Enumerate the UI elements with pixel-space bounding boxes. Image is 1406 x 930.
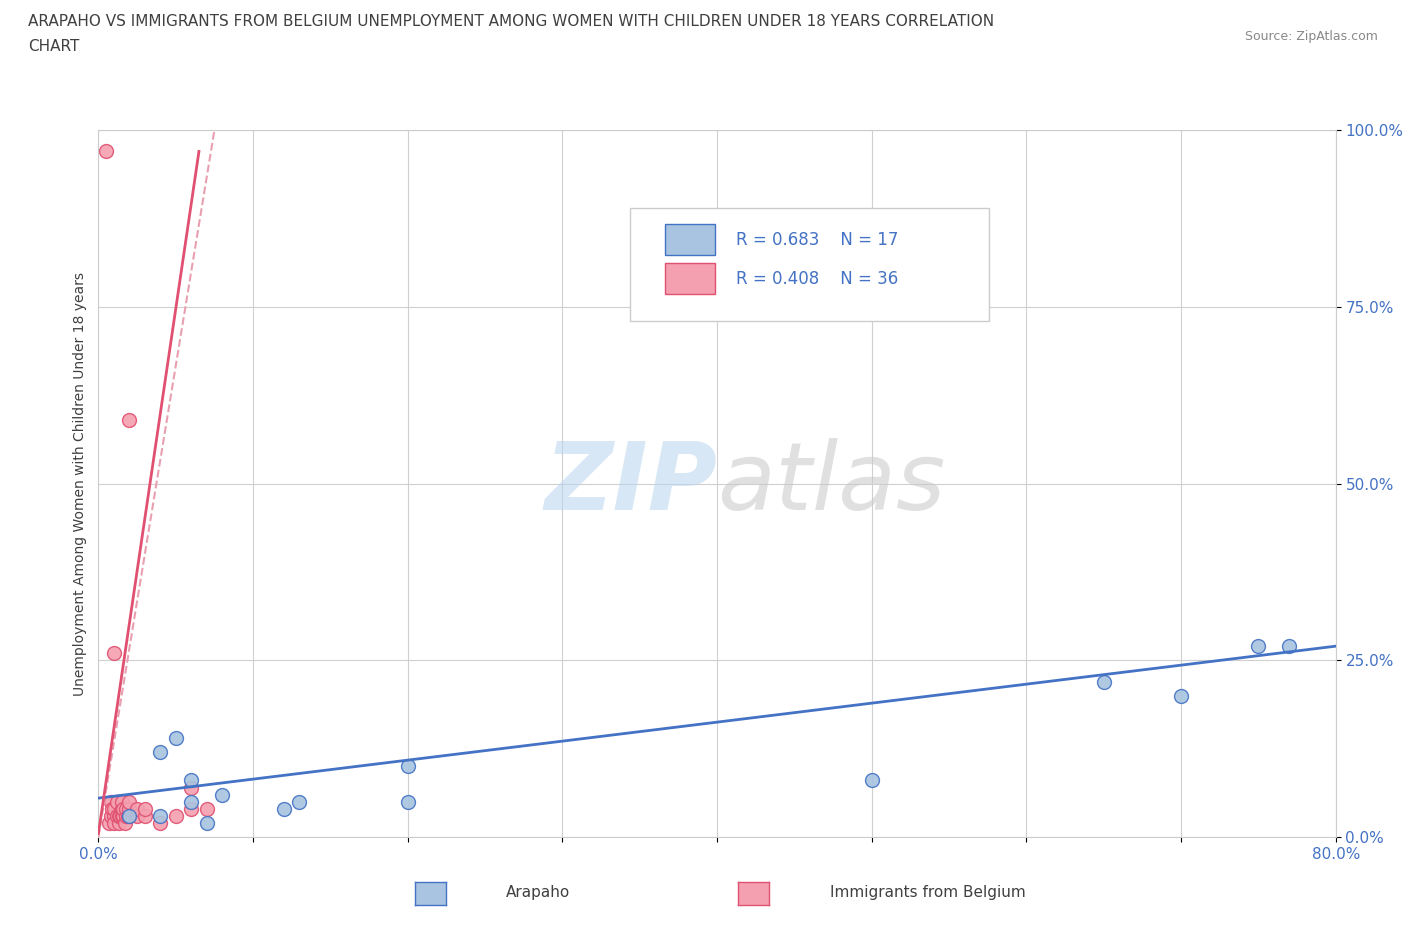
- Point: [149, 745, 172, 760]
- Point: [118, 794, 141, 809]
- Y-axis label: Unemployment Among Women with Children Under 18 years: Unemployment Among Women with Children U…: [73, 272, 87, 696]
- Point: [1247, 639, 1270, 654]
- Point: [105, 808, 128, 823]
- Point: [165, 808, 187, 823]
- Point: [115, 808, 138, 823]
- Point: [118, 808, 141, 823]
- Point: [127, 808, 149, 823]
- Point: [111, 802, 132, 817]
- Point: [288, 794, 311, 809]
- Point: [115, 802, 138, 817]
- Point: [180, 773, 202, 788]
- Point: [180, 794, 202, 809]
- Point: [103, 816, 125, 830]
- Point: [134, 802, 156, 817]
- Point: [860, 773, 883, 788]
- Text: R = 0.683    N = 17: R = 0.683 N = 17: [735, 231, 898, 248]
- Point: [103, 802, 125, 817]
- Point: [117, 808, 139, 823]
- Bar: [665, 263, 714, 294]
- Point: [100, 808, 122, 823]
- Point: [1278, 639, 1301, 654]
- Point: [101, 802, 124, 817]
- Point: [114, 816, 136, 830]
- Bar: [665, 224, 714, 256]
- Point: [211, 787, 233, 802]
- Point: [112, 802, 135, 817]
- Point: [396, 794, 419, 809]
- Point: [103, 645, 125, 660]
- Text: atlas: atlas: [717, 438, 945, 529]
- Point: [127, 802, 149, 817]
- Point: [112, 808, 135, 823]
- Point: [107, 816, 129, 830]
- Point: [195, 816, 218, 830]
- Point: [1092, 674, 1115, 689]
- Point: [195, 802, 218, 817]
- Text: ARAPAHO VS IMMIGRANTS FROM BELGIUM UNEMPLOYMENT AMONG WOMEN WITH CHILDREN UNDER : ARAPAHO VS IMMIGRANTS FROM BELGIUM UNEMP…: [28, 14, 994, 29]
- Text: Source: ZipAtlas.com: Source: ZipAtlas.com: [1244, 30, 1378, 43]
- Point: [111, 794, 132, 809]
- Point: [98, 816, 121, 830]
- Point: [96, 144, 118, 159]
- Text: ZIP: ZIP: [544, 438, 717, 529]
- Point: [1170, 688, 1192, 703]
- Point: [273, 802, 295, 817]
- Point: [180, 780, 202, 795]
- Text: R = 0.408    N = 36: R = 0.408 N = 36: [735, 270, 898, 287]
- Point: [105, 794, 128, 809]
- Point: [180, 802, 202, 817]
- Point: [396, 759, 419, 774]
- Point: [118, 802, 141, 817]
- Point: [149, 816, 172, 830]
- Point: [118, 413, 141, 428]
- Point: [100, 794, 122, 809]
- Point: [149, 808, 172, 823]
- Point: [165, 731, 187, 746]
- Text: Immigrants from Belgium: Immigrants from Belgium: [830, 885, 1025, 900]
- FancyBboxPatch shape: [630, 208, 990, 321]
- Point: [118, 808, 141, 823]
- Point: [134, 808, 156, 823]
- Point: [111, 808, 132, 823]
- Point: [108, 808, 131, 823]
- Text: CHART: CHART: [28, 39, 80, 54]
- Point: [103, 808, 125, 823]
- Point: [107, 808, 129, 823]
- Text: Arapaho: Arapaho: [506, 885, 571, 900]
